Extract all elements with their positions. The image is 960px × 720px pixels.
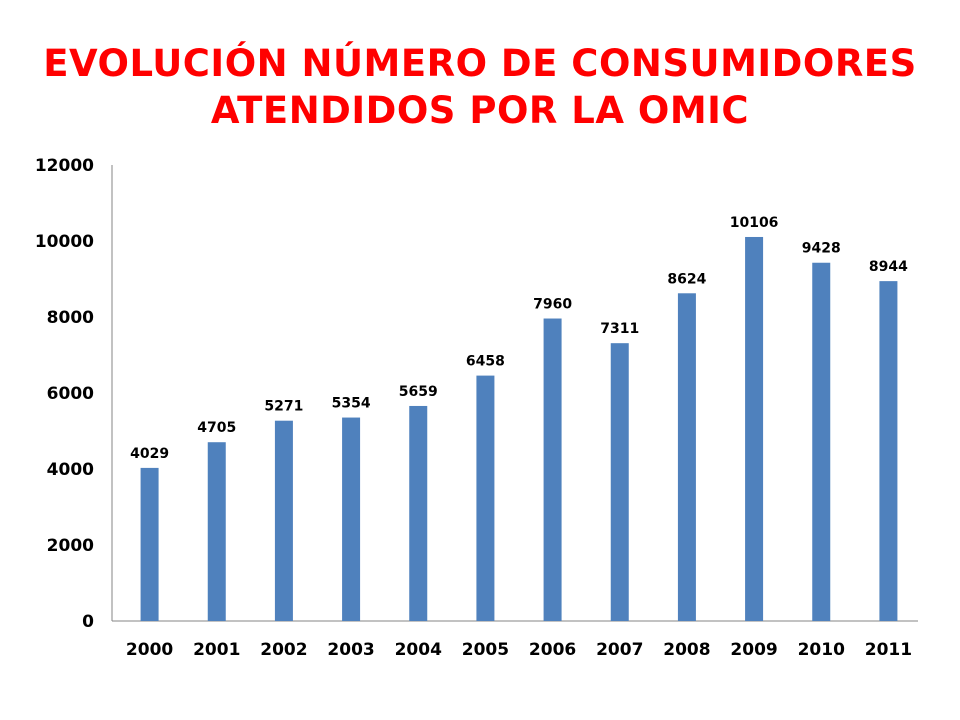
y-tick-label-4000: 4000	[47, 460, 94, 480]
data-label-2007: 7311	[600, 321, 639, 337]
data-label-2004: 5659	[399, 384, 438, 400]
data-label-2006: 7960	[533, 297, 572, 313]
chart-title: EVOLUCIÓN NÚMERO DE CONSUMIDORES ATENDID…	[0, 40, 960, 134]
x-tick-label-2010: 2010	[798, 640, 845, 660]
bar-2011	[879, 281, 898, 621]
y-tick-label-12000: 12000	[35, 156, 94, 176]
x-tick-label-2002: 2002	[260, 640, 307, 660]
bar-2007	[610, 343, 629, 621]
chart-title-line-1: EVOLUCIÓN NÚMERO DE CONSUMIDORES	[43, 42, 917, 85]
bar-2001	[207, 442, 226, 621]
data-label-2005: 6458	[466, 354, 505, 370]
bar-2010	[812, 262, 831, 621]
x-tick-label-2003: 2003	[327, 640, 374, 660]
x-tick-label-2004: 2004	[395, 640, 442, 660]
data-label-2003: 5354	[332, 396, 371, 412]
x-tick-label-2009: 2009	[730, 640, 777, 660]
x-tick-label-2005: 2005	[462, 640, 509, 660]
x-tick-label-2008: 2008	[663, 640, 710, 660]
data-label-2011: 8944	[869, 259, 908, 275]
bar-2005	[476, 375, 495, 621]
bar-2009	[745, 236, 764, 622]
data-label-2008: 8624	[667, 271, 706, 287]
chart-title-line-2: ATENDIDOS POR LA OMIC	[210, 89, 750, 132]
bar-2003	[342, 417, 361, 621]
data-label-2000: 4029	[130, 446, 169, 462]
x-tick-label-2007: 2007	[596, 640, 643, 660]
y-tick-label-8000: 8000	[47, 308, 94, 328]
y-tick-label-6000: 6000	[47, 384, 94, 404]
data-label-2002: 5271	[264, 399, 303, 415]
bar-2000	[140, 467, 159, 621]
x-tick-label-2006: 2006	[529, 640, 576, 660]
bar-2004	[409, 405, 428, 621]
y-tick-label-10000: 10000	[35, 232, 94, 252]
data-label-2010: 9428	[802, 241, 841, 257]
bar-2008	[677, 293, 696, 621]
bar-2006	[543, 318, 562, 621]
x-tick-label-2000: 2000	[126, 640, 173, 660]
x-tick-label-2001: 2001	[193, 640, 240, 660]
data-label-2009: 10106	[730, 215, 779, 231]
y-tick-label-0: 0	[82, 612, 94, 632]
x-tick-label-2011: 2011	[865, 640, 912, 660]
y-tick-label-2000: 2000	[47, 536, 94, 556]
data-label-2001: 4705	[197, 420, 236, 436]
bar-2002	[274, 420, 293, 621]
